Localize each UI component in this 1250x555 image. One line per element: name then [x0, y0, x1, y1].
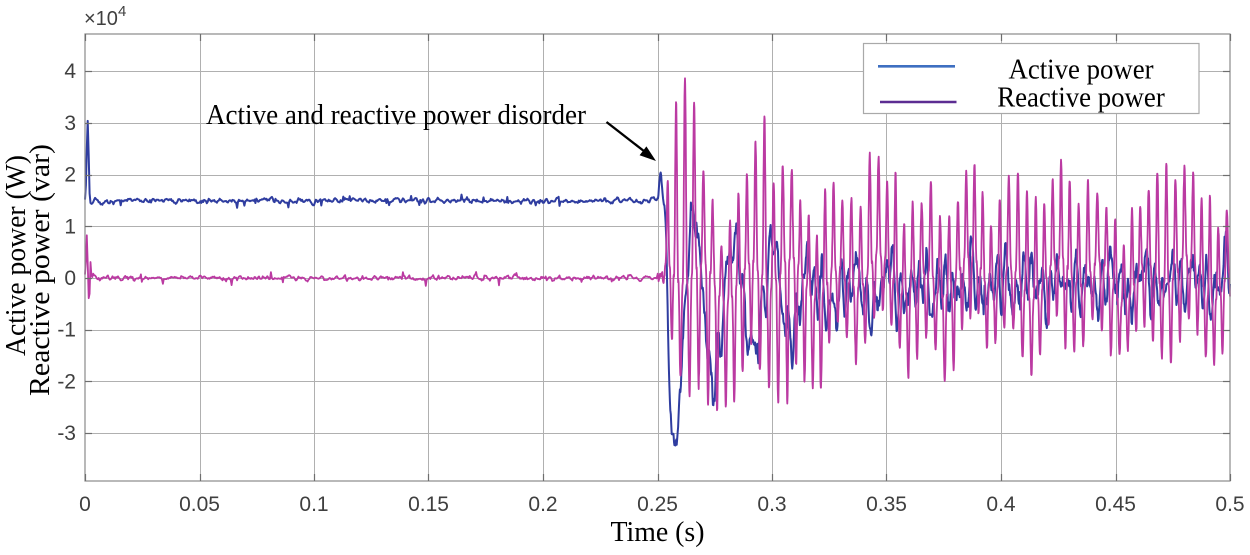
svg-text:0: 0: [64, 267, 76, 290]
svg-text:0.25: 0.25: [637, 493, 678, 516]
svg-text:1: 1: [64, 215, 76, 238]
svg-text:Active power (W): Active power (W): [1, 155, 32, 356]
svg-text:0.1: 0.1: [299, 493, 328, 516]
svg-text:Reactive power: Reactive power: [997, 83, 1165, 114]
svg-text:0: 0: [79, 493, 91, 516]
svg-text:0.35: 0.35: [866, 493, 907, 516]
svg-text:Time (s): Time (s): [611, 517, 705, 548]
svg-text:0.15: 0.15: [408, 493, 449, 516]
svg-text:0.5: 0.5: [1215, 493, 1244, 516]
svg-text:Reactive power (var): Reactive power (var): [25, 144, 56, 396]
svg-text:Active and reactive power diso: Active and reactive power disorder: [206, 100, 587, 131]
svg-text:×10: ×10: [84, 8, 118, 30]
svg-text:0.45: 0.45: [1095, 493, 1136, 516]
svg-text:2: 2: [64, 164, 76, 187]
svg-text:3: 3: [64, 112, 76, 135]
svg-text:4: 4: [118, 3, 126, 20]
svg-text:Active power: Active power: [1009, 55, 1155, 86]
svg-text:-2: -2: [57, 370, 76, 393]
svg-text:4: 4: [64, 60, 76, 83]
svg-text:-3: -3: [57, 422, 76, 445]
svg-text:0.3: 0.3: [757, 493, 786, 516]
svg-text:-1: -1: [57, 319, 76, 342]
svg-text:0.4: 0.4: [986, 493, 1016, 516]
svg-text:0.05: 0.05: [179, 493, 220, 516]
svg-text:0.2: 0.2: [528, 493, 557, 516]
